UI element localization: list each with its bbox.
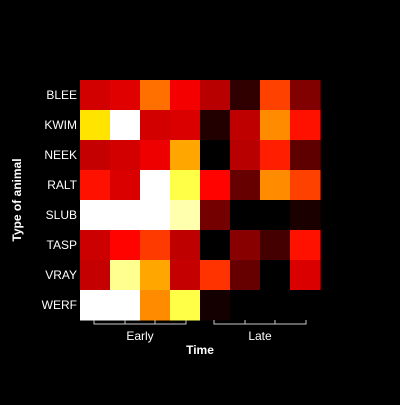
heatmap-cell [260, 110, 291, 141]
row-label: TASP [47, 238, 77, 252]
heatmap-cell [80, 140, 111, 171]
heatmap-cell [230, 140, 261, 171]
row-label: WERF [42, 298, 77, 312]
row-label: SLUB [46, 208, 77, 222]
heatmap-cell [200, 170, 231, 201]
heatmap-cell [290, 200, 321, 231]
row-label: RALT [47, 178, 77, 192]
heatmap-cell [200, 110, 231, 141]
heatmap-cell [110, 200, 141, 231]
heatmap-cell [110, 290, 141, 321]
heatmap-cell [290, 140, 321, 171]
heatmap-cell [200, 200, 231, 231]
heatmap-cell [260, 290, 291, 321]
heatmap-cell [140, 260, 171, 291]
heatmap-cell [140, 170, 171, 201]
heatmap-cell [140, 80, 171, 111]
heatmap-cell [260, 140, 291, 171]
heatmap-cell [290, 260, 321, 291]
heatmap-cell [170, 200, 201, 231]
heatmap-cell [200, 290, 231, 321]
heatmap-cell [80, 260, 111, 291]
heatmap-cell [110, 140, 141, 171]
heatmap-cell [200, 80, 231, 111]
heatmap-cell [230, 80, 261, 111]
x-axis-title: Time [186, 343, 214, 357]
heatmap-cell [80, 290, 111, 321]
heatmap-cell [170, 170, 201, 201]
row-label: KWIM [44, 118, 77, 132]
row-label: BLEE [46, 88, 77, 102]
heatmap-cell [140, 200, 171, 231]
heatmap-cell [290, 230, 321, 261]
row-label: NEEK [44, 148, 77, 162]
heatmap-cell [170, 140, 201, 171]
heatmap-cell [260, 230, 291, 261]
heatmap-cell [260, 170, 291, 201]
row-labels: BLEE KWIM NEEK RALT SLUB TASP VRAY WERF [42, 88, 78, 312]
heatmap-cell [110, 230, 141, 261]
heatmap-cell [80, 110, 111, 141]
heatmap-cell [140, 110, 171, 141]
heatmap-cell [80, 230, 111, 261]
heatmap-cell [200, 140, 231, 171]
heatmap-cell [110, 260, 141, 291]
heatmap-cell [290, 290, 321, 321]
heatmap-cell [80, 80, 111, 111]
heatmap-cell [140, 290, 171, 321]
heatmap-cell [200, 230, 231, 261]
heatmap-cells [80, 80, 321, 321]
heatmap-cell [200, 260, 231, 291]
heatmap-cell [110, 110, 141, 141]
heatmap-cell [230, 200, 261, 231]
heatmap-cell [230, 260, 261, 291]
heatmap-cell [260, 80, 291, 111]
heatmap-cell [170, 110, 201, 141]
heatmap-cell [230, 230, 261, 261]
heatmap-cell [110, 170, 141, 201]
heatmap-cell [260, 200, 291, 231]
heatmap-cell [290, 170, 321, 201]
heatmap-cell [230, 170, 261, 201]
column-group-labels: Early Late [126, 329, 272, 343]
heatmap-cell [140, 140, 171, 171]
column-group-brackets [93, 320, 307, 325]
heatmap-cell [80, 170, 111, 201]
column-group-label: Early [126, 329, 153, 343]
column-group-label: Late [248, 329, 272, 343]
heatmap-cell [170, 290, 201, 321]
heatmap-cell [290, 80, 321, 111]
heatmap-cell [80, 200, 111, 231]
heatmap-cell [260, 260, 291, 291]
heatmap-cell [110, 80, 141, 111]
heatmap-cell [290, 110, 321, 141]
y-axis-title: Type of animal [10, 158, 24, 241]
heatmap-cell [170, 80, 201, 111]
heatmap-cell [170, 260, 201, 291]
heatmap-cell [170, 230, 201, 261]
heatmap-cell [230, 110, 261, 141]
heatmap-cell [140, 230, 171, 261]
column-group-bracket [213, 320, 307, 325]
column-group-bracket [93, 320, 187, 325]
heatmap-cell [230, 290, 261, 321]
row-label: VRAY [45, 268, 77, 282]
